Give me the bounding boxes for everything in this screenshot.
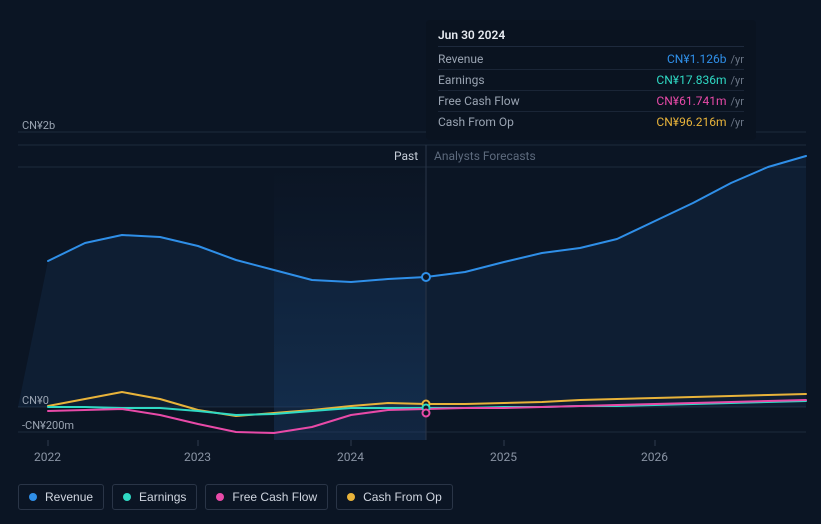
tooltip-row-value: CN¥61.741m/yr: [656, 94, 744, 108]
tooltip-row: Revenue CN¥1.126b/yr: [438, 49, 744, 70]
legend-dot-icon: [29, 493, 37, 501]
x-axis-label: 2024: [337, 450, 364, 464]
legend-dot-icon: [216, 493, 224, 501]
legend-item-label: Cash From Op: [363, 490, 442, 504]
forecast-label: Analysts Forecasts: [434, 149, 536, 163]
x-axis-label: 2023: [184, 450, 211, 464]
legend-dot-icon: [123, 493, 131, 501]
legend-item-label: Earnings: [139, 490, 186, 504]
legend-item-label: Revenue: [45, 490, 93, 504]
tooltip-title: Jun 30 2024: [438, 28, 744, 47]
tooltip-row-label: Revenue: [438, 52, 483, 66]
legend-item-label: Free Cash Flow: [232, 490, 317, 504]
tooltip-row-label: Free Cash Flow: [438, 94, 520, 108]
y-axis-label: -CN¥200m: [22, 419, 74, 432]
legend-item-cash_from_op[interactable]: Cash From Op: [336, 484, 453, 510]
y-axis-label: CN¥2b: [22, 119, 55, 132]
tooltip-row-value: CN¥17.836m/yr: [656, 73, 744, 87]
legend-item-revenue[interactable]: Revenue: [18, 484, 104, 510]
x-axis-label: 2025: [490, 450, 517, 464]
past-label: Past: [394, 149, 418, 163]
tooltip-row-value: CN¥1.126b/yr: [667, 52, 744, 66]
x-axis-label: 2022: [34, 450, 61, 464]
y-axis-label: CN¥0: [22, 394, 49, 407]
legend-dot-icon: [347, 493, 355, 501]
tooltip-row-label: Cash From Op: [438, 115, 514, 129]
tooltip-row: Free Cash Flow CN¥61.741m/yr: [438, 91, 744, 112]
tooltip-row-value: CN¥96.216m/yr: [656, 115, 744, 129]
tooltip-row-label: Earnings: [438, 73, 485, 87]
x-axis-label: 2026: [641, 450, 668, 464]
tooltip-row: Earnings CN¥17.836m/yr: [438, 70, 744, 91]
chart-tooltip: Jun 30 2024 Revenue CN¥1.126b/yr Earnings C…: [426, 20, 756, 140]
tooltip-row: Cash From Op CN¥96.216m/yr: [438, 112, 744, 132]
legend-item-fcf[interactable]: Free Cash Flow: [205, 484, 328, 510]
legend: Revenue Earnings Free Cash Flow Cash From O…: [18, 484, 453, 510]
financials-chart: CN¥2b CN¥0 -CN¥200m 2022 2023 2024 2025 2026 P…: [0, 0, 821, 524]
legend-item-earnings[interactable]: Earnings: [112, 484, 197, 510]
